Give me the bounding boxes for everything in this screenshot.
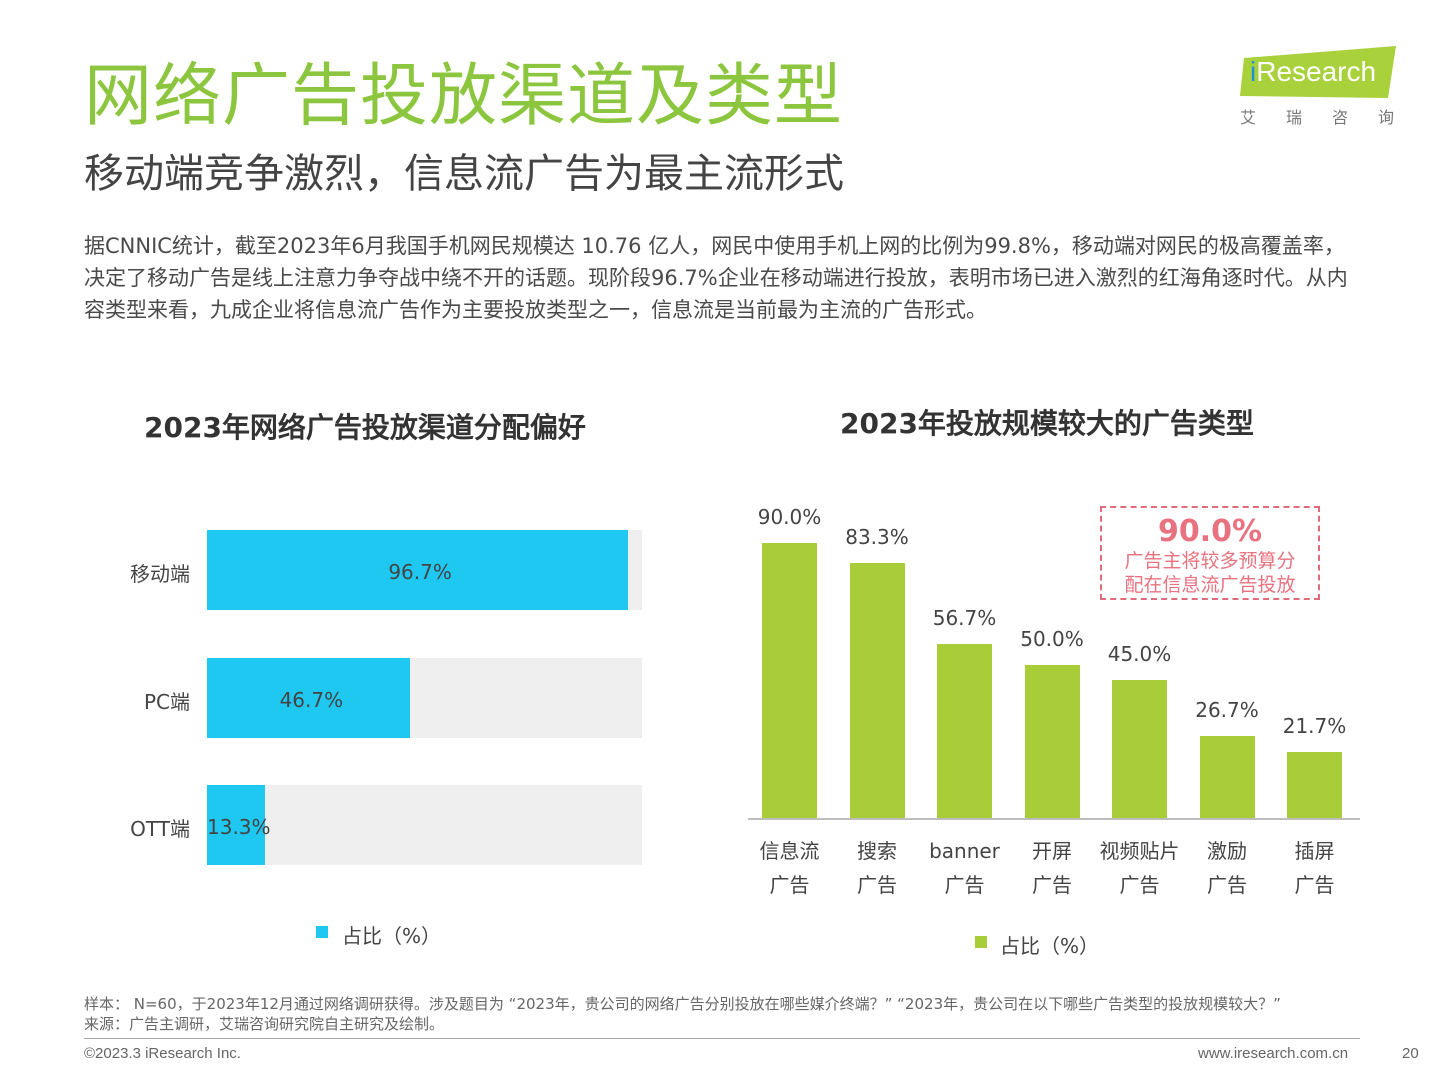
footer-divider: [84, 1038, 1360, 1039]
vbar-4: [1112, 680, 1167, 818]
sample-note: 样本： N=60，于2023年12月通过网络调研获得。涉及题目为 “2023年，…: [84, 995, 1281, 1013]
hbar-track-ott: [207, 785, 642, 865]
vbar-category-2: banner 广告: [917, 834, 1013, 902]
hbar-fill-pc: [207, 658, 411, 738]
iresearch-logo: iResearch 艾瑞咨询: [1236, 46, 1406, 132]
left-legend-label: 占比（%）: [342, 924, 442, 948]
page-subtitle: 移动端竞争激烈，信息流广告为最主流形式: [84, 151, 844, 197]
vbar-category-line2: 广告: [944, 873, 985, 897]
vbar-category-line2: 广告: [857, 873, 897, 897]
vbar-category-line2: 广告: [1032, 873, 1072, 897]
vbar-category-line1: 开屏: [1032, 839, 1072, 863]
vbar-0: [762, 542, 817, 818]
vbar-value-0: 90.0%: [757, 504, 822, 529]
vbar-1: [849, 563, 905, 818]
hbar-label-ott: OTT端: [130, 817, 190, 841]
vbar-5: [1199, 736, 1255, 818]
vbar-category-line1: 激励: [1207, 839, 1247, 863]
vbar-value-3: 50.0%: [1020, 627, 1084, 651]
logo-i: i: [1250, 56, 1257, 87]
source-note: 来源：广告主调研，艾瑞咨询研究院自主研究及绘制。: [84, 1015, 445, 1033]
logo-chinese-name: 艾瑞咨询: [1240, 108, 1425, 127]
hbar-fill-ott: [207, 785, 265, 865]
vbar-category-1: 搜索 广告: [829, 834, 925, 902]
hbar-value-pc: 46.7%: [279, 688, 344, 712]
vbar-value-5: 26.7%: [1195, 698, 1259, 723]
callout-value: 90.0%: [1157, 514, 1263, 549]
hbar-value-ott: 13.3%: [207, 815, 271, 839]
callout-line-1: 广告主将较多预算分: [1124, 550, 1296, 572]
vbar-category-line1: banner: [929, 839, 1000, 863]
left-legend-swatch: [316, 926, 328, 938]
infeed-callout-box: 90.0% 广告主将较多预算分 配在信息流广告投放: [1100, 506, 1320, 600]
vbar-category-line1: 插屏: [1294, 839, 1335, 863]
hbar-label-pc: PC端: [143, 690, 190, 714]
vbar-category-5: 激励 广告: [1179, 834, 1275, 902]
vbar-category-line2: 广告: [769, 873, 810, 897]
website-link[interactable]: www.iresearch.com.cn: [1198, 1045, 1349, 1062]
page-title: 网络广告投放渠道及类型: [84, 57, 844, 136]
hbar-value-mobile: 96.7%: [388, 560, 452, 584]
vbar-value-1: 83.3%: [845, 525, 909, 550]
vbar-category-line1: 信息流: [759, 839, 820, 863]
x-axis-line: [748, 818, 1360, 820]
vbar-6: [1287, 751, 1342, 818]
vbar-value-6: 21.7%: [1282, 713, 1347, 738]
hbar-fill-mobile: [207, 530, 628, 610]
vbar-3: [1024, 665, 1080, 818]
hbar-label-mobile: 移动端: [130, 562, 190, 586]
page-number: 20: [1402, 1045, 1419, 1062]
vbar-category-4: 视频贴片 广告: [1092, 834, 1188, 902]
copyright: ©2023.3 iResearch Inc.: [84, 1045, 241, 1062]
logo-wordmark: iResearch: [1250, 56, 1376, 88]
vbar-2: [937, 644, 992, 818]
vbar-category-3: 开屏 广告: [1004, 834, 1100, 902]
vbar-category-6: 插屏 广告: [1267, 834, 1363, 902]
vbar-value-2: 56.7%: [932, 606, 997, 631]
callout-line-2: 配在信息流广告投放: [1124, 574, 1296, 596]
vbar-category-line2: 广告: [1207, 873, 1247, 897]
vbar-category-line2: 广告: [1294, 873, 1335, 897]
right-legend-swatch: [975, 936, 987, 948]
vbar-category-line2: 广告: [1119, 873, 1160, 897]
right-legend-label: 占比（%）: [1000, 934, 1100, 958]
vbar-category-line1: 视频贴片: [1099, 839, 1180, 863]
logo-name: Research: [1256, 56, 1377, 87]
intro-paragraph: 据CNNIC统计，截至2023年6月我国手机网民规模达 10.76 亿人，网民中…: [84, 234, 1348, 322]
right-chart-title: 2023年投放规模较大的广告类型: [840, 407, 1254, 440]
vbar-value-4: 45.0%: [1107, 642, 1172, 667]
left-chart-title: 2023年网络广告投放渠道分配偏好: [144, 411, 586, 444]
vbar-category-line1: 搜索: [857, 839, 897, 863]
vbar-category-0: 信息流 广告: [742, 834, 838, 902]
logo-badge: [1240, 46, 1396, 98]
